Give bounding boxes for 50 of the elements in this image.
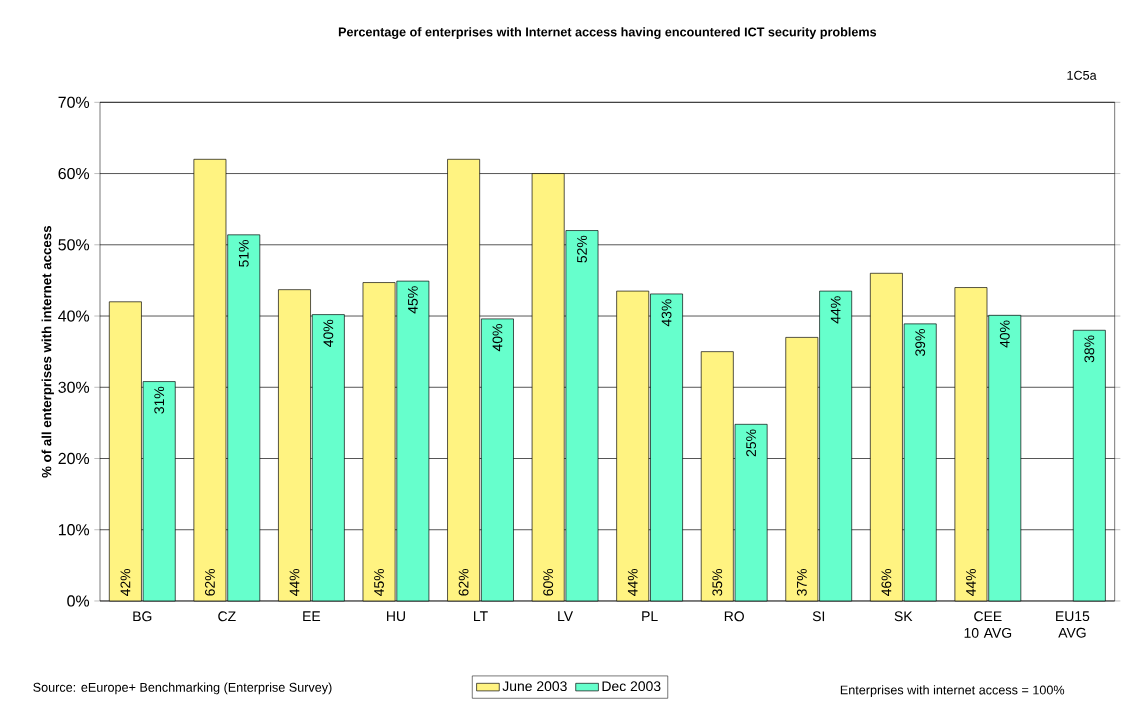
- y-tick-label: 60%: [58, 167, 90, 180]
- data-label: 38%: [1084, 335, 1095, 363]
- x-tick-label: EU15 AVG: [1056, 611, 1090, 638]
- data-label: 52%: [577, 235, 587, 263]
- x-tick-label: SI: [812, 611, 825, 622]
- data-label: 31%: [154, 386, 165, 414]
- x-tick-label: EE: [303, 611, 321, 621]
- data-label: 37%: [796, 568, 807, 596]
- data-label: 44%: [830, 296, 841, 324]
- data-label: 43%: [661, 299, 672, 327]
- data-label: 46%: [881, 568, 892, 596]
- x-tick-label: BG: [133, 611, 152, 622]
- data-label: 42%: [120, 568, 131, 596]
- y-tick-label: 50%: [58, 239, 90, 251]
- data-label: 44%: [289, 568, 300, 596]
- data-label: 62%: [205, 568, 215, 596]
- legend-label: Dec 2003: [602, 681, 661, 692]
- y-axis-title: % of all enterprises with internet access: [41, 225, 54, 478]
- data-label: 45%: [407, 286, 418, 314]
- data-label: 40%: [323, 319, 334, 347]
- x-tick-label: SK: [894, 611, 913, 622]
- y-tick-label: 20%: [58, 452, 90, 465]
- data-label: 39%: [915, 329, 926, 356]
- chart-title: Percentage of enterprises with Internet access having encountered ICT security problems: [338, 27, 877, 39]
- x-tick-label: RO: [724, 611, 744, 622]
- y-tick-label: 30%: [58, 381, 90, 393]
- y-tick-label: 40%: [58, 310, 90, 322]
- legend-label: June 2003: [502, 681, 567, 692]
- data-label: 51%: [238, 240, 249, 267]
- x-tick-label: PL: [642, 611, 658, 621]
- data-label: 35%: [712, 568, 723, 596]
- data-label: 25%: [746, 429, 757, 457]
- x-tick-label: CZ: [218, 611, 236, 622]
- y-tick-label: 10%: [58, 524, 90, 536]
- data-label: 44%: [627, 568, 638, 596]
- x-tick-label: HU: [387, 611, 405, 622]
- data-label: 40%: [999, 320, 1010, 348]
- x-tick-label: LV: [558, 611, 574, 621]
- data-label: 40%: [492, 324, 503, 352]
- data-label: 44%: [966, 568, 976, 596]
- text: Enterprises with internet access = 100%: [840, 685, 1065, 697]
- x-tick-label: CEE 10 AVG: [964, 611, 1012, 638]
- x-tick-label: LT: [474, 611, 488, 621]
- y-tick-label: 70%: [58, 96, 90, 108]
- text: 1C5a: [1067, 70, 1097, 80]
- y-tick-label: 0%: [67, 595, 90, 607]
- data-label: 45%: [374, 568, 384, 596]
- data-label: 62%: [458, 568, 469, 596]
- data-label: 60%: [543, 568, 554, 596]
- source-note: Source: eEurope+ Benchmarking (Enterprise Survey): [33, 682, 332, 695]
